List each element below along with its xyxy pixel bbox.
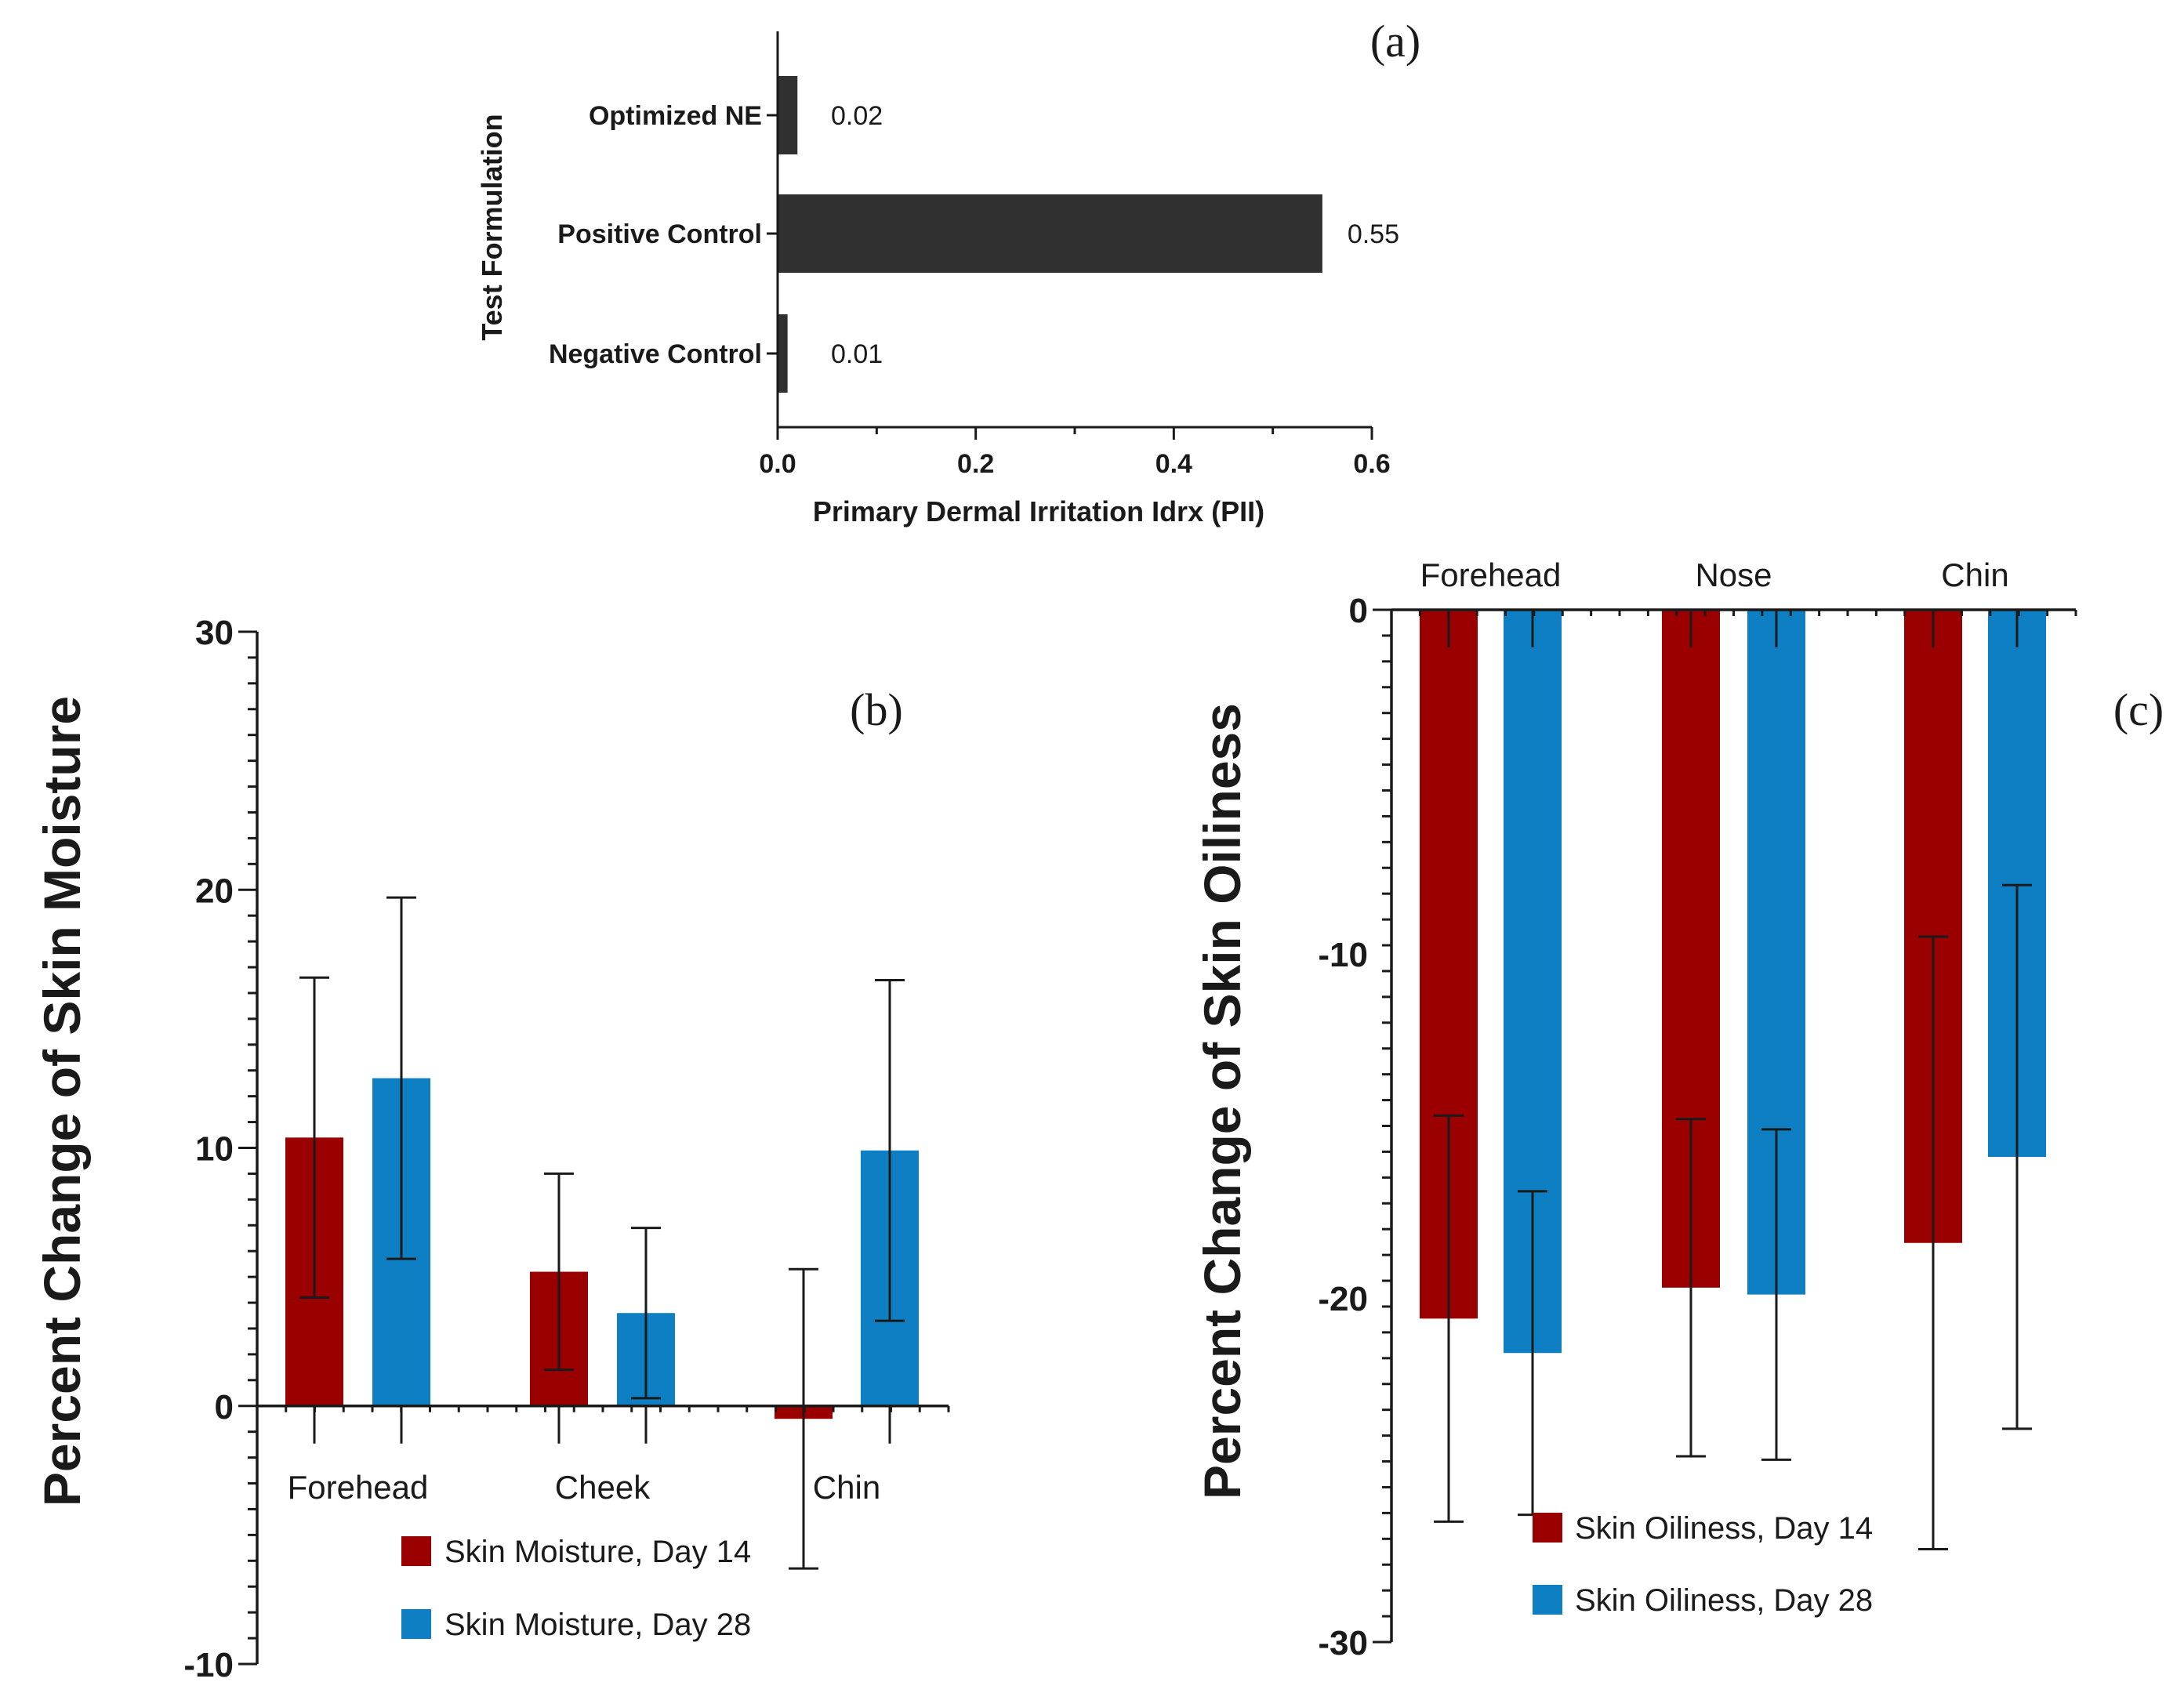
x-tick-label: 0.0 bbox=[759, 449, 796, 479]
value-label-negative-control: 0.01 bbox=[831, 339, 883, 369]
y-tick-label: -20 bbox=[1318, 1280, 1368, 1318]
y-tick-label: 20 bbox=[195, 872, 234, 910]
legend-swatch-oiliness-day28 bbox=[1533, 1585, 1562, 1615]
category-label-negative-control: Negative Control bbox=[549, 339, 762, 369]
value-label-positive-control: 0.55 bbox=[1348, 219, 1399, 249]
legend-swatch-oiliness-day14 bbox=[1533, 1513, 1562, 1543]
panel-a: (a) Test Formulation Primary Dermal Irri… bbox=[476, 16, 1420, 527]
bar-negative-control bbox=[778, 314, 788, 393]
category-label-positive-control: Positive Control bbox=[557, 219, 762, 249]
panel-c-ylabel: Percent Change of Skin Oiliness bbox=[1193, 703, 1251, 1499]
panel-c-axes: Forehead Nose Chin 0 -10 -20 -30 bbox=[1318, 556, 2077, 1662]
panel-a-ylabel: Test Formulation bbox=[476, 114, 508, 340]
panel-a-axes: Optimized NE Positive Control Negative Con… bbox=[549, 31, 1391, 479]
category-label-chin: Chin bbox=[813, 1469, 880, 1506]
value-label-optimized-ne: 0.02 bbox=[831, 101, 883, 131]
bar-positive-control bbox=[778, 194, 1322, 273]
panel-c-bars bbox=[1420, 610, 2046, 1550]
y-tick-label: 30 bbox=[195, 614, 234, 652]
category-label-optimized-ne: Optimized NE bbox=[589, 101, 762, 131]
panel-c-tag: (c) bbox=[2113, 684, 2164, 735]
category-label-chin: Chin bbox=[1941, 556, 2008, 593]
category-label-nose: Nose bbox=[1695, 556, 1772, 593]
y-tick-label: 0 bbox=[1349, 592, 1368, 630]
panel-a-bars: 0.02 0.55 0.01 bbox=[778, 76, 1399, 393]
legend-label-oiliness-day14: Skin Oiliness, Day 14 bbox=[1575, 1511, 1873, 1546]
category-label-forehead: Forehead bbox=[288, 1469, 429, 1506]
category-label-cheek: Cheek bbox=[555, 1469, 651, 1506]
panel-c-legend: Skin Oiliness, Day 14 Skin Oiliness, Day… bbox=[1533, 1511, 1873, 1618]
legend-swatch-moisture-day28 bbox=[401, 1609, 431, 1639]
x-tick-label: 0.6 bbox=[1353, 449, 1390, 479]
panel-b-ylabel: Percent Change of Skin Moisture bbox=[33, 696, 91, 1506]
y-tick-label: -30 bbox=[1318, 1624, 1368, 1662]
y-tick-label: 10 bbox=[195, 1130, 234, 1169]
y-tick-label: -10 bbox=[1318, 936, 1368, 974]
panel-a-xlabel: Primary Dermal Irritation Idrx (PII) bbox=[813, 495, 1264, 527]
y-tick-label: 0 bbox=[215, 1388, 234, 1427]
x-tick-label: 0.4 bbox=[1155, 449, 1192, 479]
legend-label-moisture-day14: Skin Moisture, Day 14 bbox=[444, 1535, 751, 1569]
panel-b-bars bbox=[285, 896, 919, 1570]
legend-label-moisture-day28: Skin Moisture, Day 28 bbox=[444, 1608, 751, 1642]
y-tick-label: -10 bbox=[183, 1646, 234, 1684]
panel-b-axes: Forehead Cheek Chin 30 20 10 0 -10 bbox=[183, 614, 950, 1684]
panel-b-tag: (b) bbox=[850, 684, 903, 735]
bar-optimized-ne bbox=[778, 76, 798, 154]
panel-c: (c) Percent Change of Skin Oiliness Fore… bbox=[1193, 556, 2164, 1662]
x-tick-label: 0.2 bbox=[957, 449, 994, 479]
panel-a-tag: (a) bbox=[1370, 16, 1420, 67]
panel-b-legend: Skin Moisture, Day 14 Skin Moisture, Day… bbox=[401, 1535, 751, 1642]
legend-swatch-moisture-day14 bbox=[401, 1536, 431, 1566]
category-label-forehead: Forehead bbox=[1420, 556, 1562, 593]
panel-b: (b) Percent Change of Skin Moisture Fore… bbox=[33, 614, 950, 1684]
legend-label-oiliness-day28: Skin Oiliness, Day 28 bbox=[1575, 1583, 1873, 1618]
